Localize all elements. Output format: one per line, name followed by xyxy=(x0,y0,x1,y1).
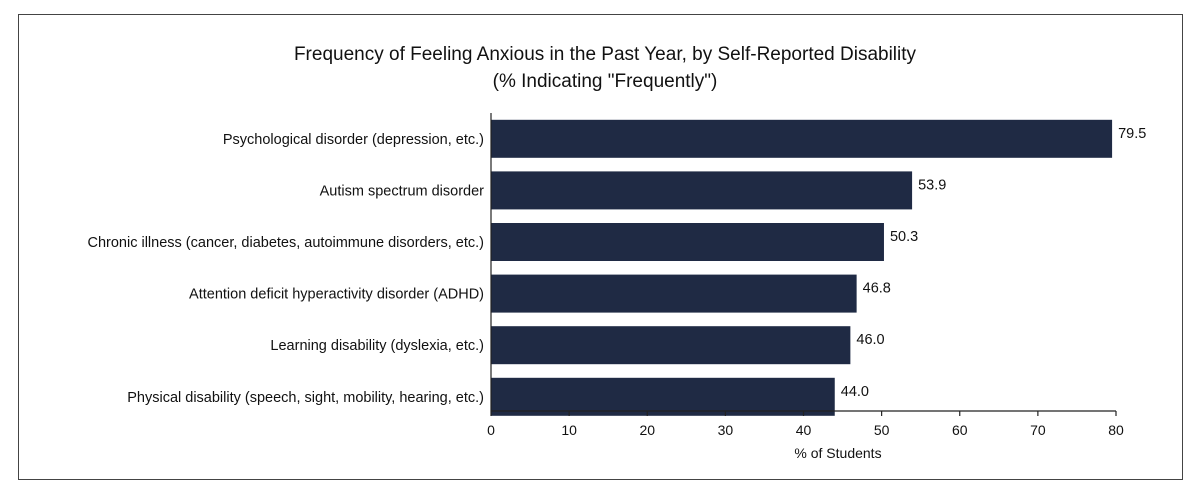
category-label: Psychological disorder (depression, etc.… xyxy=(223,132,484,148)
bar xyxy=(491,377,835,416)
bar xyxy=(491,171,913,210)
bars-group xyxy=(491,119,1113,416)
bar xyxy=(491,326,851,365)
value-label: 46.0 xyxy=(856,332,884,348)
x-tick-label: 50 xyxy=(874,422,890,438)
x-axis-title: % of Students xyxy=(794,445,881,461)
category-label: Autism spectrum disorder xyxy=(320,183,485,199)
category-label: Physical disability (speech, sight, mobi… xyxy=(127,390,484,406)
category-label: Attention deficit hyperactivity disorder… xyxy=(189,287,484,303)
value-labels-group: 79.5 53.9 50.3 46.8 46.0 44.0 xyxy=(841,126,1147,400)
bar xyxy=(491,119,1113,158)
x-tick-label: 0 xyxy=(487,422,495,438)
bar xyxy=(491,274,857,313)
chart-frame xyxy=(18,14,1183,480)
bar xyxy=(491,223,884,261)
category-labels-group: Psychological disorder (depression, etc.… xyxy=(87,132,484,406)
axes-group: 0 10 20 30 40 50 60 70 80 xyxy=(487,113,1124,438)
x-tick-label: 60 xyxy=(952,422,968,438)
value-label: 50.3 xyxy=(890,229,918,245)
x-tick-label: 70 xyxy=(1030,422,1046,438)
category-label: Learning disability (dyslexia, etc.) xyxy=(270,338,484,354)
x-tick-label: 30 xyxy=(718,422,734,438)
chart-title: Frequency of Feeling Anxious in the Past… xyxy=(294,44,917,65)
x-tick-label: 20 xyxy=(639,422,655,438)
chart-subtitle: (% Indicating "Frequently") xyxy=(493,71,718,92)
value-label: 46.8 xyxy=(863,281,891,297)
x-tick-label: 40 xyxy=(796,422,812,438)
x-tick-label: 80 xyxy=(1108,422,1124,438)
value-label: 44.0 xyxy=(841,384,869,400)
value-label: 53.9 xyxy=(918,177,946,193)
x-tick-label: 10 xyxy=(561,422,577,438)
category-label: Chronic illness (cancer, diabetes, autoi… xyxy=(87,235,484,251)
value-label: 79.5 xyxy=(1118,126,1146,142)
